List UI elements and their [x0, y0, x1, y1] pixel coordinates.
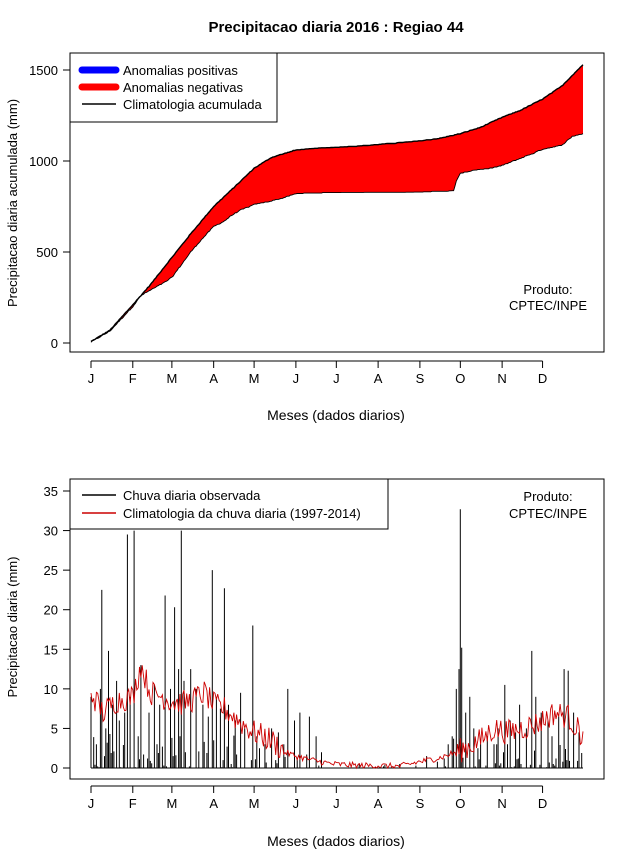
- x-tick-label: A: [209, 796, 218, 811]
- y-tick-label: 30: [44, 524, 58, 539]
- annotation-line-2: CPTEC/INPE: [509, 298, 587, 313]
- x-tick-label: N: [497, 371, 506, 386]
- figure-title: Precipitacao diaria 2016 : Regiao 44: [208, 19, 464, 36]
- legend: Chuva diaria observada Climatologia da ch…: [69, 478, 389, 530]
- y-tick-label: 5: [51, 721, 58, 736]
- product-annotation: Produto: CPTEC/INPE: [509, 489, 587, 521]
- legend: Anomalias positivas Anomalias negativas Cl…: [69, 52, 278, 123]
- y-tick-label: 1500: [29, 63, 58, 78]
- x-axis-label: Meses (dados diarios): [267, 407, 405, 423]
- x-tick-label: M: [249, 371, 260, 386]
- x-tick-label: O: [455, 371, 465, 386]
- y-tick-label: 15: [44, 642, 58, 657]
- y-tick-label: 35: [44, 484, 58, 499]
- accumulated-chart: 0 500 1000 1500 J F M A M J J A S O N D Precipitacao d…: [5, 52, 605, 423]
- x-tick-label: A: [374, 371, 383, 386]
- legend-label: Climatologia acumulada: [123, 97, 263, 112]
- x-tick-label: F: [129, 371, 137, 386]
- y-tick-label: 500: [36, 245, 58, 260]
- legend-box: [69, 478, 389, 530]
- x-tick-label: D: [538, 796, 547, 811]
- daily-chart: 0 5 10 15 20 25 30 35 J F M A M J J A S O N D Precipitacao…: [5, 478, 605, 849]
- y-tick-label: 0: [51, 761, 58, 776]
- legend-label: Anomalias negativas: [123, 80, 243, 95]
- x-tick-label: M: [166, 371, 177, 386]
- x-tick-label: M: [166, 796, 177, 811]
- x-tick-label: A: [209, 371, 218, 386]
- y-tick-label: 1000: [29, 154, 58, 169]
- y-tick-label: 25: [44, 563, 58, 578]
- y-axis: 0 500 1000 1500: [29, 63, 71, 351]
- annotation-line-2: CPTEC/INPE: [509, 506, 587, 521]
- annotation-line-1: Produto:: [523, 282, 572, 297]
- y-axis-label: Precipitacao diaria acumulada (mm): [5, 99, 20, 307]
- x-tick-label: D: [538, 371, 547, 386]
- x-tick-label: F: [129, 796, 137, 811]
- x-tick-label: S: [416, 796, 425, 811]
- x-tick-label: A: [374, 796, 383, 811]
- climatology-accumulated-line: [90, 64, 584, 342]
- x-tick-label: J: [293, 796, 300, 811]
- y-axis-label: Precipitacao diaria (mm): [5, 557, 20, 698]
- legend-label: Chuva diaria observada: [123, 488, 261, 503]
- x-tick-label: J: [88, 371, 95, 386]
- legend-label: Climatologia da chuva diaria (1997-2014): [123, 506, 361, 521]
- product-annotation: Produto: CPTEC/INPE: [509, 282, 587, 313]
- y-tick-label: 20: [44, 603, 58, 618]
- y-tick-label: 10: [44, 682, 58, 697]
- x-tick-label: N: [497, 796, 506, 811]
- x-tick-label: J: [333, 796, 340, 811]
- x-tick-label: J: [88, 796, 95, 811]
- legend-label: Anomalias positivas: [123, 63, 238, 78]
- y-axis: 0 5 10 15 20 25 30 35: [44, 484, 71, 776]
- observed-accumulated-line: [90, 133, 584, 343]
- x-tick-label: J: [293, 371, 300, 386]
- x-tick-label: J: [333, 371, 340, 386]
- x-axis-label: Meses (dados diarios): [267, 833, 405, 849]
- x-tick-label: S: [416, 371, 425, 386]
- x-tick-label: O: [455, 796, 465, 811]
- annotation-line-1: Produto:: [523, 489, 572, 504]
- y-tick-label: 0: [51, 336, 58, 351]
- daily-climatology-line: [90, 665, 584, 770]
- x-tick-label: M: [249, 796, 260, 811]
